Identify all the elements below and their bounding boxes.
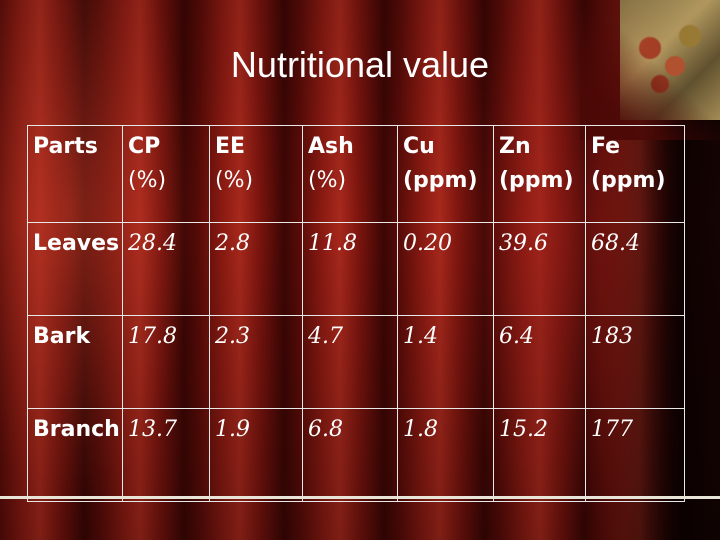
cell-cu: 1.8 bbox=[397, 408, 494, 502]
cell-ee: 1.9 bbox=[209, 408, 303, 502]
slide-title: Nutritional value bbox=[230, 44, 490, 85]
cell-zn: 15.2 bbox=[493, 408, 586, 502]
header-unit: (ppm) bbox=[591, 168, 666, 193]
header-label: Zn bbox=[499, 134, 531, 159]
table-row-bark: Bark 17.8 2.3 4.7 1.4 6.4 183 bbox=[27, 315, 685, 409]
table-row-leaves: Leaves 28.4 2.8 11.8 0.20 39.6 68.4 bbox=[27, 222, 685, 316]
header-unit: (%) bbox=[308, 168, 347, 193]
cell-zn: 6.4 bbox=[493, 315, 586, 409]
header-label: EE bbox=[215, 134, 246, 159]
header-cell-cp: CP (%) bbox=[122, 125, 210, 223]
header-label: Fe bbox=[591, 134, 621, 159]
cell-cp: 17.8 bbox=[122, 315, 210, 409]
row-label: Leaves bbox=[27, 222, 123, 316]
table-row-branch: Branch 13.7 1.9 6.8 1.8 15.2 177 bbox=[27, 408, 685, 502]
cell-ee: 2.3 bbox=[209, 315, 303, 409]
row-label: Bark bbox=[27, 315, 123, 409]
cell-fe: 183 bbox=[585, 315, 685, 409]
photo-fade bbox=[580, 0, 720, 140]
footer-divider bbox=[0, 496, 720, 499]
cell-cu: 0.20 bbox=[397, 222, 494, 316]
cell-ash: 4.7 bbox=[302, 315, 398, 409]
header-cell-parts: Parts bbox=[27, 125, 123, 223]
header-label: Parts bbox=[33, 134, 98, 159]
cell-cp: 28.4 bbox=[122, 222, 210, 316]
header-unit: (ppm) bbox=[403, 168, 478, 193]
table-header-row: Parts CP (%) EE (%) Ash (%) Cu (ppm) Zn … bbox=[27, 125, 685, 223]
cell-cp: 13.7 bbox=[122, 408, 210, 502]
nutrition-table: Parts CP (%) EE (%) Ash (%) Cu (ppm) Zn … bbox=[27, 125, 685, 502]
row-label: Branch bbox=[27, 408, 123, 502]
cell-cu: 1.4 bbox=[397, 315, 494, 409]
header-cell-ash: Ash (%) bbox=[302, 125, 398, 223]
header-unit: (%) bbox=[215, 168, 254, 193]
cell-ash: 11.8 bbox=[302, 222, 398, 316]
header-unit: (%) bbox=[128, 168, 167, 193]
header-cell-ee: EE (%) bbox=[209, 125, 303, 223]
cell-ee: 2.8 bbox=[209, 222, 303, 316]
cell-fe: 177 bbox=[585, 408, 685, 502]
header-unit: (ppm) bbox=[499, 168, 574, 193]
header-cell-fe: Fe (ppm) bbox=[585, 125, 685, 223]
cell-ash: 6.8 bbox=[302, 408, 398, 502]
header-cell-zn: Zn (ppm) bbox=[493, 125, 586, 223]
header-label: CP bbox=[128, 134, 161, 159]
header-label: Ash bbox=[308, 134, 354, 159]
header-label: Cu bbox=[403, 134, 435, 159]
header-cell-cu: Cu (ppm) bbox=[397, 125, 494, 223]
cell-zn: 39.6 bbox=[493, 222, 586, 316]
cell-fe: 68.4 bbox=[585, 222, 685, 316]
